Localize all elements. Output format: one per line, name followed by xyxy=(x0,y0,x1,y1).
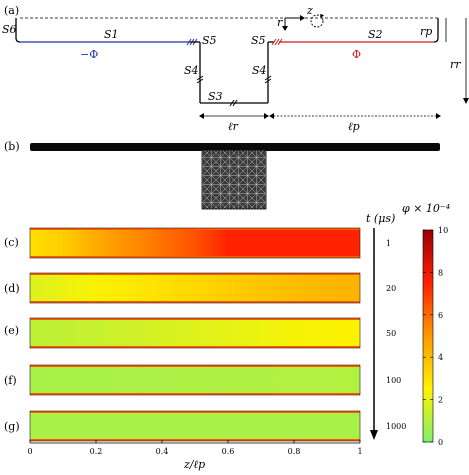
mesh-channel-bar xyxy=(30,143,440,151)
time-label: 20 xyxy=(386,284,396,293)
colorbar-tick-label: 10 xyxy=(438,226,448,235)
heatmap-strips xyxy=(29,227,361,442)
label-s1: S1 xyxy=(104,28,119,41)
panel-label-a: (a) xyxy=(4,4,19,17)
panel-label-g: (g) xyxy=(4,420,20,433)
boundary-s6 xyxy=(15,18,21,43)
colorbar-tick-label: 0 xyxy=(438,438,443,447)
x-tick-label: 0.2 xyxy=(90,447,103,456)
label-s6: S6 xyxy=(2,23,17,36)
heatmap-strip-50 xyxy=(30,318,360,348)
r-axis-arrow xyxy=(282,26,288,31)
colorbar-title: φ × 10⁻⁴ xyxy=(402,202,450,215)
colorbar-tick-label: 6 xyxy=(438,311,443,320)
mesh-reservoir xyxy=(201,149,267,210)
panel-label-b: (b) xyxy=(4,140,20,153)
x-tick-label: 0.8 xyxy=(288,447,301,456)
colorbar-tick-label: 8 xyxy=(438,268,443,277)
time-label: 1 xyxy=(386,239,391,248)
rotation-symbol xyxy=(310,14,324,28)
heatmap-strip-20 xyxy=(30,273,360,303)
label-s4-right: S4 xyxy=(252,64,267,77)
label-z: z xyxy=(306,4,313,17)
x-tick-label: 0 xyxy=(27,447,32,456)
time-label: 100 xyxy=(386,376,401,385)
label-s5-right: S5 xyxy=(251,34,266,47)
label-s5-left: S5 xyxy=(202,34,217,47)
label-phi: Φ xyxy=(352,48,361,61)
time-axis-label: t (μs) xyxy=(366,212,395,225)
colorbar-tick-label: 2 xyxy=(438,396,443,405)
label-s4-left: S4 xyxy=(184,64,199,77)
label-lp: ℓp xyxy=(348,120,360,133)
time-label: 1000 xyxy=(386,422,406,431)
boundary-right-wall xyxy=(433,18,439,43)
panel-label-e: (e) xyxy=(4,324,19,337)
panel-label-d: (d) xyxy=(4,282,20,295)
x-tick-label: 0.4 xyxy=(156,447,169,456)
label-neg-phi: −Φ xyxy=(80,48,98,61)
panel-label-f: (f) xyxy=(4,374,17,387)
z-axis-arrow xyxy=(300,15,305,21)
x-axis-label: z/ℓp xyxy=(183,458,205,471)
time-labels: 1 20 50 100 1000 xyxy=(386,239,406,431)
panel-label-c: (c) xyxy=(4,236,19,249)
colorbar xyxy=(422,229,434,443)
label-rr: rr xyxy=(450,58,461,71)
x-tick-label: 1 xyxy=(357,447,362,456)
label-r: r xyxy=(277,16,283,29)
time-label: 50 xyxy=(386,329,396,338)
label-s2: S2 xyxy=(368,28,383,41)
heatmap-strip-1 xyxy=(30,228,360,258)
x-tick-label: 0.6 xyxy=(222,447,235,456)
label-lr: ℓr xyxy=(228,120,239,133)
colorbar-ticks: 0 2 4 6 8 10 xyxy=(423,226,448,447)
heatmap-strip-100 xyxy=(30,365,360,395)
label-rp: rp xyxy=(420,25,432,38)
heatmap-strip-1000 xyxy=(30,411,360,441)
colorbar-tick-label: 4 xyxy=(438,353,443,362)
label-s3: S3 xyxy=(208,90,223,103)
strip-x-axis: 0 0.2 0.4 0.6 0.8 1 xyxy=(27,440,363,456)
